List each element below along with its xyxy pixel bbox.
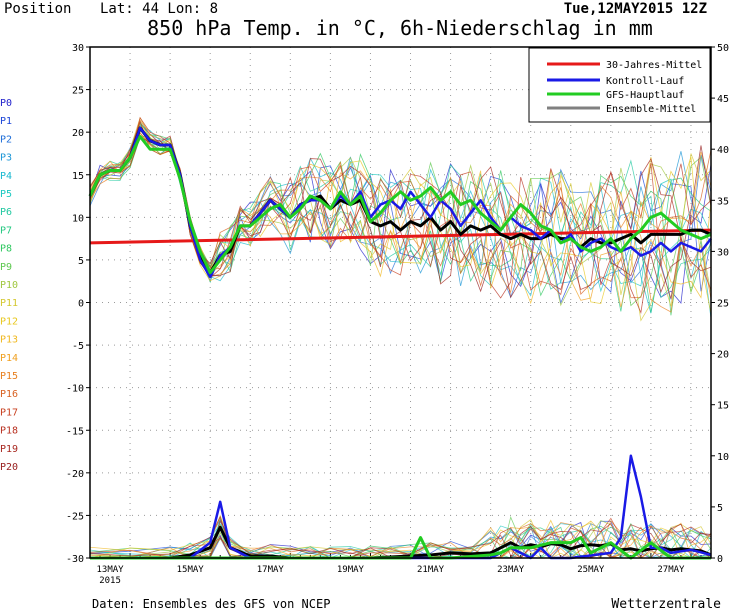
left-axis-tick-label: 25 bbox=[72, 86, 84, 97]
left-axis-tick-label: -5 bbox=[72, 341, 84, 352]
member-label: P8 bbox=[0, 244, 12, 255]
member-label: P18 bbox=[0, 426, 18, 437]
left-axis-tick-label: 0 bbox=[78, 299, 84, 310]
member-label: P10 bbox=[0, 280, 18, 291]
left-axis-tick-label: -10 bbox=[66, 384, 84, 395]
left-axis-tick-label: -20 bbox=[66, 469, 84, 480]
temp-line-kontroll-lauf bbox=[88, 126, 712, 279]
member-label: P12 bbox=[0, 316, 18, 327]
member-label: P17 bbox=[0, 407, 18, 418]
right-axis-tick-label: 25 bbox=[717, 299, 729, 310]
left-axis-tick-label: -30 bbox=[66, 554, 84, 565]
member-label: P13 bbox=[0, 335, 18, 346]
x-axis-tick-label: 13MAY bbox=[96, 565, 124, 575]
precip-line-kontroll-lauf bbox=[90, 454, 712, 560]
legend-label-ensemble: Ensemble-Mittel bbox=[606, 104, 696, 115]
x-axis-tick-label: 19MAY bbox=[337, 565, 365, 575]
legend-box bbox=[528, 47, 711, 123]
x-axis-tick-label: 23MAY bbox=[497, 565, 525, 575]
member-label: P19 bbox=[0, 444, 18, 455]
footer-source: Daten: Ensembles des GFS von NCEP bbox=[92, 597, 330, 609]
right-axis-tick-label: 20 bbox=[717, 350, 729, 361]
member-label: P9 bbox=[0, 262, 12, 273]
member-precip-line bbox=[90, 520, 712, 559]
member-label: P15 bbox=[0, 371, 18, 382]
member-label: P5 bbox=[0, 189, 12, 200]
legend: 30-Jahres-Mittel Kontroll-Lauf GFS-Haupt… bbox=[528, 47, 711, 123]
member-label: P11 bbox=[0, 298, 18, 309]
x-axis-tick-label: 27MAY bbox=[657, 565, 685, 575]
chart-title: 850 hPa Temp. in °C, 6h-Niederschlag in … bbox=[147, 16, 653, 40]
member-temp-line bbox=[89, 132, 712, 299]
left-axis-tick-label: 10 bbox=[72, 213, 84, 224]
member-label: P3 bbox=[0, 153, 12, 164]
legend-label-mittel: 30-Jahres-Mittel bbox=[606, 60, 702, 71]
legend-label-gfs: GFS-Hauptlauf bbox=[606, 90, 684, 101]
member-label: P4 bbox=[0, 171, 12, 182]
location-label: Lat: 44 Lon: 8 bbox=[100, 1, 218, 17]
position-label: Position bbox=[4, 1, 71, 17]
x-axis-tick-label: 21MAY bbox=[417, 565, 445, 575]
right-axis-tick-label: 10 bbox=[717, 452, 729, 463]
member-label: P6 bbox=[0, 207, 12, 218]
left-axis-tick-label: -15 bbox=[66, 426, 84, 437]
x-axis-tick-label: 15MAY bbox=[177, 565, 205, 575]
x-axis-tick-label: 25MAY bbox=[577, 565, 605, 575]
member-precip-line bbox=[90, 523, 712, 559]
right-axis-tick-label: 45 bbox=[717, 94, 729, 105]
member-label: P2 bbox=[0, 134, 12, 145]
member-label: P0 bbox=[0, 98, 12, 109]
x-axis-tick-label: 17MAY bbox=[257, 565, 285, 575]
member-temp-line bbox=[89, 126, 712, 299]
member-label: P7 bbox=[0, 225, 12, 236]
footer-brand: Wetterzentrale bbox=[611, 597, 721, 609]
right-axis-tick-label: 30 bbox=[717, 247, 729, 258]
left-axis-tick-label: 30 bbox=[72, 43, 84, 54]
left-axis-tick-label: 20 bbox=[72, 128, 84, 139]
right-axis-tick-label: 40 bbox=[717, 145, 729, 156]
left-axis-tick-label: -25 bbox=[66, 511, 84, 522]
right-axis-tick-label: 50 bbox=[717, 43, 729, 54]
member-label: P16 bbox=[0, 389, 18, 400]
member-label: P20 bbox=[0, 462, 18, 473]
member-labels: P0 P1 P2 P3 P4 P5 P6 P7 P8 P9 P10 P11 P12 P13 P14 P15 P1… bbox=[0, 98, 18, 473]
run-date-label: Tue,12MAY2015 12Z bbox=[564, 1, 707, 17]
right-axis-tick-label: 15 bbox=[717, 401, 729, 412]
left-axis: 30 25 20 15 10 5 0 -5 -10 -15 -20 -25 -30 bbox=[66, 43, 90, 565]
member-label: P14 bbox=[0, 353, 18, 364]
plot-frame bbox=[89, 46, 712, 559]
right-axis-tick-label: 0 bbox=[717, 554, 723, 565]
right-axis-tick-label: 5 bbox=[717, 503, 723, 514]
precip-line-gfs-hauptlauf bbox=[90, 536, 711, 560]
left-axis-tick-label: 5 bbox=[78, 256, 84, 267]
member-label: P1 bbox=[0, 116, 12, 127]
x-axis-year-label: 2015 bbox=[99, 576, 121, 586]
member-precip-line bbox=[90, 516, 711, 559]
legend-label-kontroll: Kontroll-Lauf bbox=[606, 76, 684, 87]
left-axis-tick-label: 15 bbox=[72, 171, 84, 182]
temp-line-gfs-hauptlauf bbox=[88, 134, 712, 275]
right-axis-tick-label: 35 bbox=[717, 196, 729, 207]
